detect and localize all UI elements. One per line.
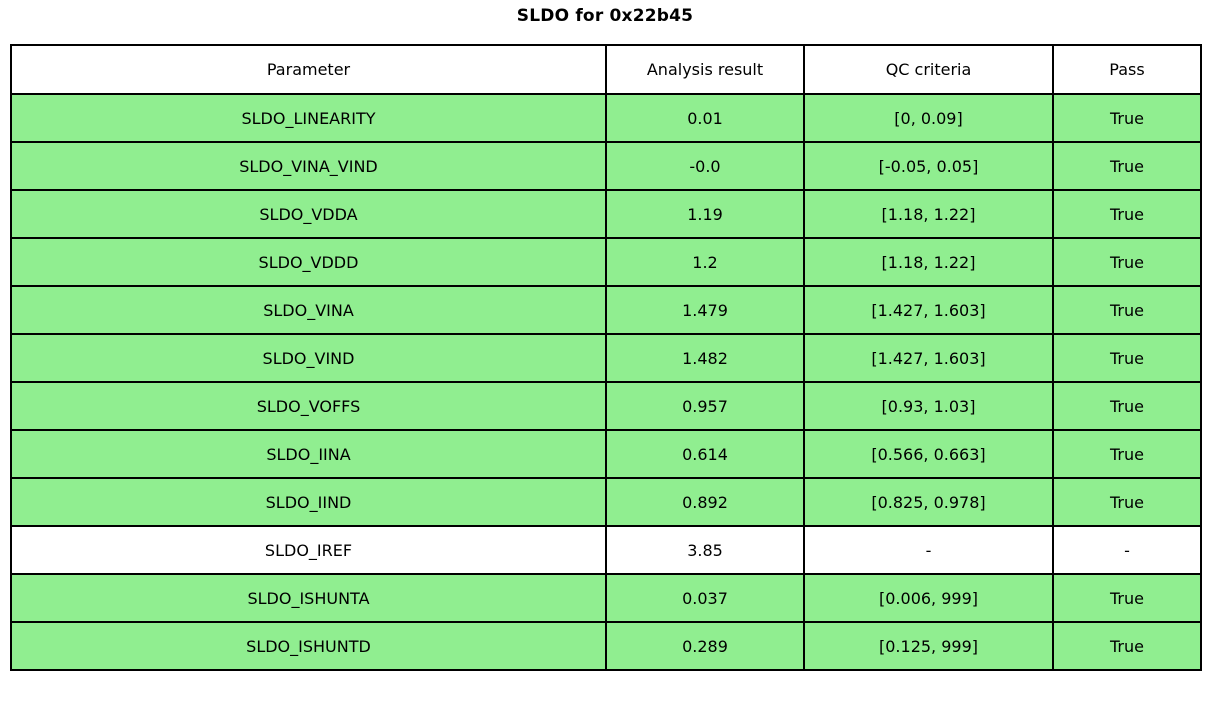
cell-qc-criteria: [0, 0.09] xyxy=(803,93,1054,143)
cell-pass: True xyxy=(1052,141,1202,191)
cell-pass: True xyxy=(1052,189,1202,239)
table-row: SLDO_IINA 0.614 [0.566, 0.663] True xyxy=(10,429,1202,479)
qc-table: Parameter Analysis result QC criteria Pa… xyxy=(10,44,1202,671)
table-row: SLDO_LINEARITY 0.01 [0, 0.09] True xyxy=(10,93,1202,143)
cell-pass: True xyxy=(1052,333,1202,383)
table-row: SLDO_VDDA 1.19 [1.18, 1.22] True xyxy=(10,189,1202,239)
cell-parameter: SLDO_IIND xyxy=(10,477,607,527)
cell-analysis-result: 1.2 xyxy=(605,237,805,287)
cell-pass: True xyxy=(1052,621,1202,671)
cell-qc-criteria: [0.93, 1.03] xyxy=(803,381,1054,431)
col-header-pass: Pass xyxy=(1052,44,1202,95)
table-row: SLDO_VINA 1.479 [1.427, 1.603] True xyxy=(10,285,1202,335)
cell-analysis-result: 0.289 xyxy=(605,621,805,671)
cell-qc-criteria: [0.006, 999] xyxy=(803,573,1054,623)
table-row: SLDO_VINA_VIND -0.0 [-0.05, 0.05] True xyxy=(10,141,1202,191)
cell-analysis-result: 0.01 xyxy=(605,93,805,143)
cell-analysis-result: 3.85 xyxy=(605,525,805,575)
table-row: SLDO_IIND 0.892 [0.825, 0.978] True xyxy=(10,477,1202,527)
cell-pass: - xyxy=(1052,525,1202,575)
cell-qc-criteria: - xyxy=(803,525,1054,575)
cell-parameter: SLDO_VDDD xyxy=(10,237,607,287)
cell-pass: True xyxy=(1052,285,1202,335)
table-row: SLDO_IREF 3.85 - - xyxy=(10,525,1202,575)
header-row: Parameter Analysis result QC criteria Pa… xyxy=(10,44,1202,95)
cell-parameter: SLDO_VDDA xyxy=(10,189,607,239)
cell-analysis-result: 1.482 xyxy=(605,333,805,383)
col-header-qc-criteria: QC criteria xyxy=(803,44,1054,95)
table-row: SLDO_ISHUNTD 0.289 [0.125, 999] True xyxy=(10,621,1202,671)
cell-parameter: SLDO_VINA xyxy=(10,285,607,335)
cell-pass: True xyxy=(1052,237,1202,287)
cell-parameter: SLDO_VIND xyxy=(10,333,607,383)
cell-qc-criteria: [1.427, 1.603] xyxy=(803,333,1054,383)
table-row: SLDO_VOFFS 0.957 [0.93, 1.03] True xyxy=(10,381,1202,431)
cell-qc-criteria: [-0.05, 0.05] xyxy=(803,141,1054,191)
cell-parameter: SLDO_ISHUNTD xyxy=(10,621,607,671)
cell-pass: True xyxy=(1052,573,1202,623)
cell-pass: True xyxy=(1052,381,1202,431)
cell-qc-criteria: [0.566, 0.663] xyxy=(803,429,1054,479)
cell-parameter: SLDO_IINA xyxy=(10,429,607,479)
cell-analysis-result: 0.892 xyxy=(605,477,805,527)
cell-analysis-result: 0.037 xyxy=(605,573,805,623)
cell-parameter: SLDO_LINEARITY xyxy=(10,93,607,143)
cell-pass: True xyxy=(1052,93,1202,143)
col-header-analysis-result: Analysis result xyxy=(605,44,805,95)
cell-qc-criteria: [1.18, 1.22] xyxy=(803,237,1054,287)
page-title: SLDO for 0x22b45 xyxy=(516,6,694,26)
table-row: SLDO_VIND 1.482 [1.427, 1.603] True xyxy=(10,333,1202,383)
cell-analysis-result: -0.0 xyxy=(605,141,805,191)
cell-qc-criteria: [1.18, 1.22] xyxy=(803,189,1054,239)
cell-analysis-result: 1.479 xyxy=(605,285,805,335)
cell-analysis-result: 0.957 xyxy=(605,381,805,431)
cell-parameter: SLDO_VINA_VIND xyxy=(10,141,607,191)
cell-parameter: SLDO_IREF xyxy=(10,525,607,575)
cell-qc-criteria: [1.427, 1.603] xyxy=(803,285,1054,335)
cell-pass: True xyxy=(1052,477,1202,527)
col-header-parameter: Parameter xyxy=(10,44,607,95)
cell-analysis-result: 0.614 xyxy=(605,429,805,479)
cell-qc-criteria: [0.125, 999] xyxy=(803,621,1054,671)
table-row: SLDO_VDDD 1.2 [1.18, 1.22] True xyxy=(10,237,1202,287)
cell-parameter: SLDO_VOFFS xyxy=(10,381,607,431)
cell-parameter: SLDO_ISHUNTA xyxy=(10,573,607,623)
cell-analysis-result: 1.19 xyxy=(605,189,805,239)
cell-qc-criteria: [0.825, 0.978] xyxy=(803,477,1054,527)
cell-pass: True xyxy=(1052,429,1202,479)
table-row: SLDO_ISHUNTA 0.037 [0.006, 999] True xyxy=(10,573,1202,623)
